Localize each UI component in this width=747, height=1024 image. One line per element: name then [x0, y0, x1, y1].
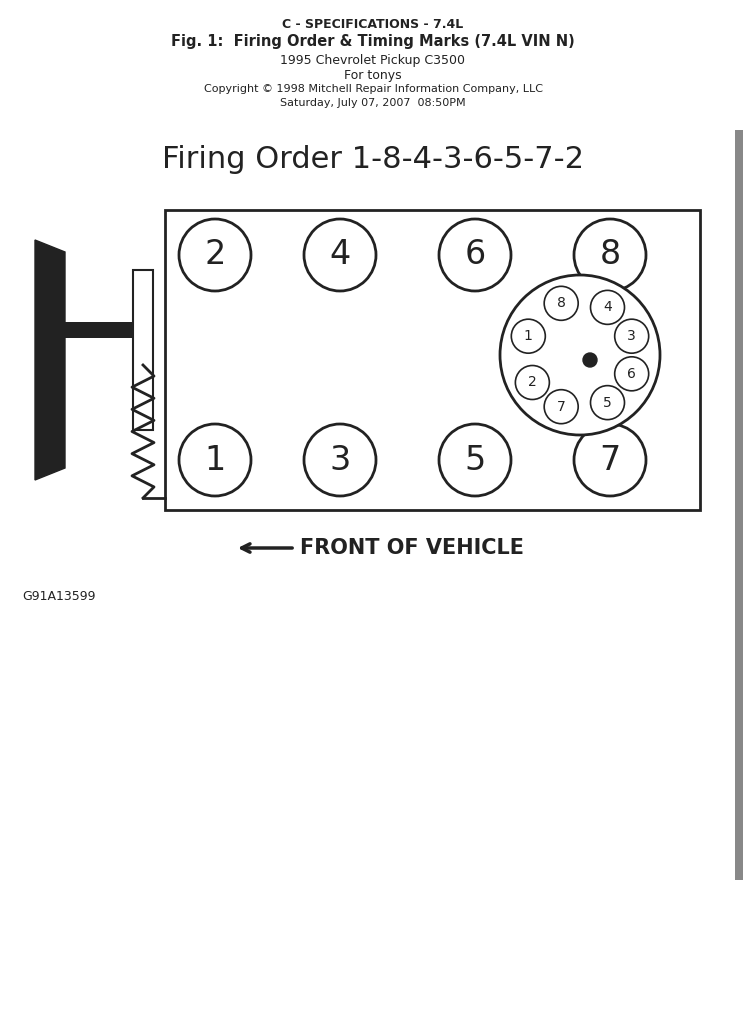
Text: Firing Order 1-8-4-3-6-5-7-2: Firing Order 1-8-4-3-6-5-7-2: [162, 145, 584, 174]
Text: C - SPECIFICATIONS - 7.4L: C - SPECIFICATIONS - 7.4L: [282, 18, 464, 31]
Bar: [133, 270, 153, 430]
Circle shape: [500, 275, 660, 435]
Text: 6: 6: [627, 367, 636, 381]
Bar: [165, 210, 700, 510]
Circle shape: [439, 219, 511, 291]
Circle shape: [515, 366, 549, 399]
Text: 1: 1: [524, 329, 533, 343]
Circle shape: [583, 353, 597, 367]
Text: 3: 3: [329, 443, 350, 476]
Text: 4: 4: [603, 300, 612, 314]
Bar: [60, 322, 133, 338]
Circle shape: [574, 424, 646, 496]
Text: 8: 8: [599, 239, 621, 271]
Circle shape: [590, 291, 624, 325]
Circle shape: [511, 319, 545, 353]
Circle shape: [179, 424, 251, 496]
Text: 2: 2: [528, 376, 537, 389]
Text: Copyright © 1998 Mitchell Repair Information Company, LLC: Copyright © 1998 Mitchell Repair Informa…: [203, 84, 542, 94]
Polygon shape: [35, 240, 65, 480]
Text: 7: 7: [557, 399, 565, 414]
Text: G91A13599: G91A13599: [22, 590, 96, 603]
Text: Fig. 1:  Firing Order & Timing Marks (7.4L VIN N): Fig. 1: Firing Order & Timing Marks (7.4…: [171, 34, 575, 49]
Circle shape: [304, 219, 376, 291]
Circle shape: [590, 386, 624, 420]
Circle shape: [439, 424, 511, 496]
Text: FRONT OF VEHICLE: FRONT OF VEHICLE: [300, 538, 524, 558]
Text: 8: 8: [557, 296, 565, 310]
Text: 4: 4: [329, 239, 350, 271]
Text: 5: 5: [465, 443, 486, 476]
Text: 7: 7: [599, 443, 621, 476]
Circle shape: [179, 219, 251, 291]
Circle shape: [615, 319, 648, 353]
Text: 5: 5: [603, 395, 612, 410]
Circle shape: [544, 287, 578, 321]
Text: Saturday, July 07, 2007  08:50PM: Saturday, July 07, 2007 08:50PM: [280, 98, 466, 108]
Text: For tonys: For tonys: [344, 69, 402, 82]
Circle shape: [304, 424, 376, 496]
Circle shape: [544, 390, 578, 424]
Circle shape: [615, 356, 648, 391]
Circle shape: [574, 219, 646, 291]
Text: 1: 1: [205, 443, 226, 476]
Text: 6: 6: [465, 239, 486, 271]
Text: 2: 2: [205, 239, 226, 271]
Bar: [735, 130, 743, 880]
Text: 3: 3: [627, 329, 636, 343]
Text: 1995 Chevrolet Pickup C3500: 1995 Chevrolet Pickup C3500: [281, 54, 465, 67]
